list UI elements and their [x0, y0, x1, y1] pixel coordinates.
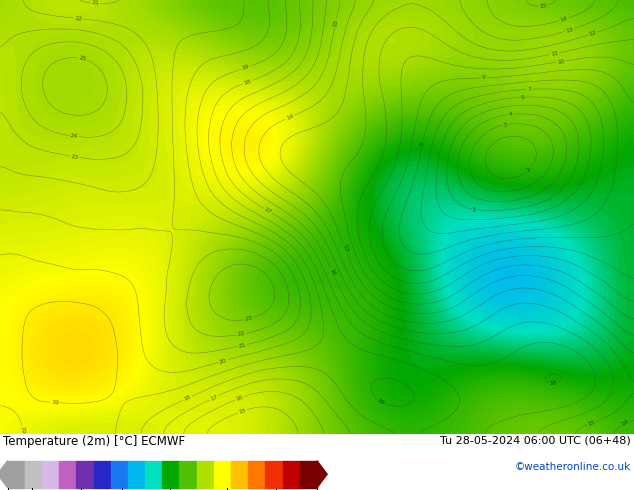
Text: 15: 15 — [539, 3, 547, 9]
Text: 25: 25 — [78, 55, 87, 62]
Text: 16: 16 — [328, 268, 336, 276]
Bar — [300, 461, 317, 488]
Text: 21: 21 — [91, 0, 100, 6]
Bar — [111, 461, 128, 488]
Text: Tu 28-05-2024 06:00 UTC (06+48): Tu 28-05-2024 06:00 UTC (06+48) — [440, 435, 631, 445]
Text: 22: 22 — [237, 331, 246, 338]
Bar — [42, 461, 59, 488]
Text: 6: 6 — [521, 95, 525, 100]
Text: 15: 15 — [332, 19, 339, 27]
Bar — [214, 461, 231, 488]
Text: 14: 14 — [560, 16, 569, 23]
Text: 17: 17 — [263, 206, 273, 215]
Text: 19: 19 — [20, 426, 25, 434]
Text: 16: 16 — [235, 395, 243, 402]
Polygon shape — [0, 461, 8, 488]
Text: 17: 17 — [209, 394, 219, 402]
Bar — [162, 461, 179, 488]
Bar — [179, 461, 197, 488]
Text: 3: 3 — [503, 122, 507, 127]
Text: 11: 11 — [550, 50, 559, 57]
Text: 15: 15 — [587, 419, 596, 427]
Text: 2: 2 — [526, 166, 533, 172]
Bar — [8, 461, 25, 488]
Text: 19: 19 — [376, 397, 385, 406]
Text: 23: 23 — [244, 315, 253, 322]
Text: 18: 18 — [243, 78, 252, 86]
Text: ©weatheronline.co.uk: ©weatheronline.co.uk — [515, 463, 631, 472]
Text: 21: 21 — [238, 342, 247, 348]
Bar — [59, 461, 76, 488]
Text: 24: 24 — [70, 133, 79, 139]
Text: 19: 19 — [241, 64, 250, 72]
Text: 18: 18 — [183, 394, 192, 402]
Text: 22: 22 — [74, 16, 82, 22]
Text: 4: 4 — [508, 112, 513, 117]
Text: 7: 7 — [527, 87, 531, 92]
Text: 8: 8 — [420, 142, 425, 147]
Text: 12: 12 — [588, 30, 597, 37]
Bar — [231, 461, 249, 488]
Text: Temperature (2m) [°C] ECMWF: Temperature (2m) [°C] ECMWF — [3, 435, 185, 448]
Text: 19: 19 — [51, 400, 59, 405]
Text: 13: 13 — [565, 26, 574, 33]
Bar — [283, 461, 300, 488]
Bar — [197, 461, 214, 488]
Bar — [128, 461, 145, 488]
Bar — [266, 461, 283, 488]
Text: 23: 23 — [70, 154, 79, 160]
Polygon shape — [317, 461, 327, 488]
Text: 20: 20 — [219, 358, 228, 365]
Text: 18: 18 — [550, 380, 558, 386]
Text: 9: 9 — [482, 75, 486, 80]
Text: 13: 13 — [341, 244, 349, 253]
Text: 10: 10 — [557, 58, 565, 65]
Bar — [76, 461, 94, 488]
Bar — [25, 461, 42, 488]
Text: 5: 5 — [472, 207, 477, 212]
Bar — [249, 461, 266, 488]
Bar — [94, 461, 111, 488]
Text: 14: 14 — [285, 113, 295, 121]
Bar — [145, 461, 162, 488]
Text: 14: 14 — [621, 419, 630, 427]
Text: 15: 15 — [238, 408, 247, 415]
